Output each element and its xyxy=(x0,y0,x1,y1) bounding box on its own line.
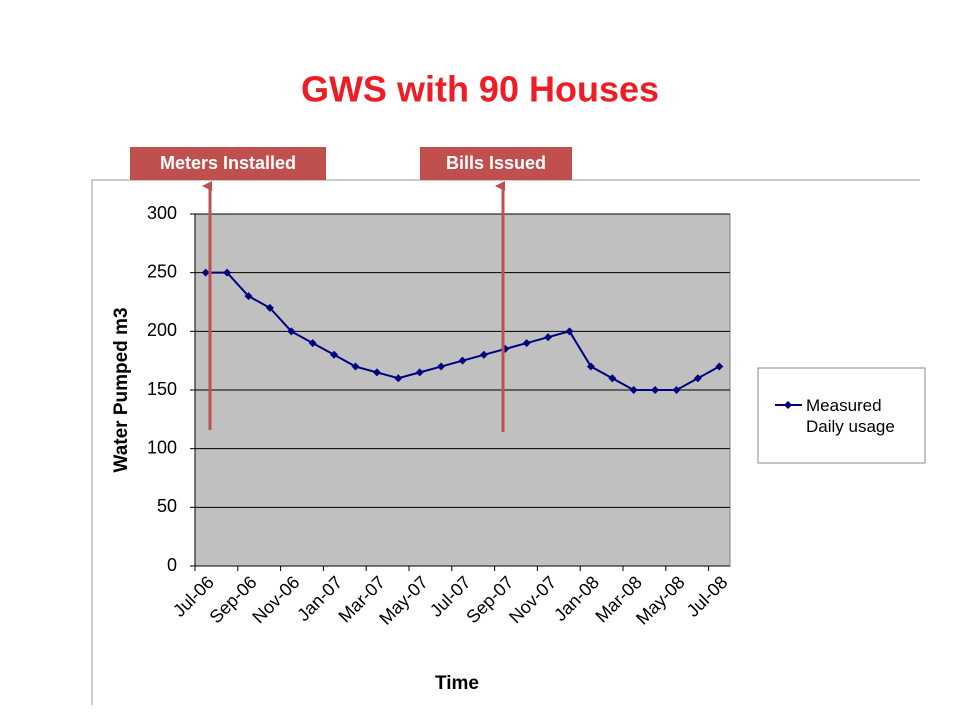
x-tick-label: Nov-06 xyxy=(248,572,303,627)
x-axis-label: Time xyxy=(435,673,479,694)
data-point xyxy=(201,268,210,277)
data-point xyxy=(458,356,467,365)
annotation: Bills Issued xyxy=(446,153,546,173)
legend xyxy=(757,367,926,464)
legend-label: Measured Daily usage xyxy=(806,396,895,436)
chart-title: GWS with 90 Houses xyxy=(301,69,659,110)
y-tick-label: 300 xyxy=(147,203,177,223)
y-tick-label: 200 xyxy=(147,320,177,340)
x-tick-label: Jul-08 xyxy=(683,572,732,621)
y-tick-label: 150 xyxy=(147,379,177,399)
data-point xyxy=(693,374,702,383)
y-tick-label: 0 xyxy=(167,555,177,575)
data-point xyxy=(415,368,424,377)
data-point xyxy=(672,386,681,394)
annotation-box xyxy=(420,147,572,180)
x-tick-label: Sep-06 xyxy=(205,572,260,627)
x-tick-label: May-08 xyxy=(632,572,689,629)
data-point xyxy=(287,327,296,336)
data-point xyxy=(586,362,595,371)
y-tick-label: 100 xyxy=(147,437,177,457)
data-point xyxy=(223,268,232,277)
data-point xyxy=(437,362,446,371)
legend-swatch xyxy=(784,401,792,409)
data-point xyxy=(715,362,724,371)
y-tick-label: 250 xyxy=(147,261,177,281)
data-point xyxy=(608,374,617,383)
y-tick-label: 50 xyxy=(157,496,177,516)
data-point xyxy=(244,292,253,301)
data-point xyxy=(565,327,574,336)
annotation-box xyxy=(130,147,326,180)
data-point xyxy=(394,374,403,383)
data-point xyxy=(330,350,339,359)
data-point xyxy=(479,350,488,359)
x-tick-label: Nov-07 xyxy=(505,572,560,627)
data-point xyxy=(629,386,638,394)
x-tick-label: May-07 xyxy=(375,572,432,629)
data-point xyxy=(544,333,553,342)
data-point xyxy=(372,368,381,377)
data-point xyxy=(351,362,360,371)
data-point xyxy=(265,303,274,312)
annotation: Meters Installed xyxy=(160,153,296,173)
data-point xyxy=(522,339,531,348)
data-point xyxy=(308,339,317,348)
x-tick-label: Sep-07 xyxy=(462,572,517,627)
y-axis-label: Water Pumped m3 xyxy=(111,307,132,472)
data-point xyxy=(651,386,660,394)
